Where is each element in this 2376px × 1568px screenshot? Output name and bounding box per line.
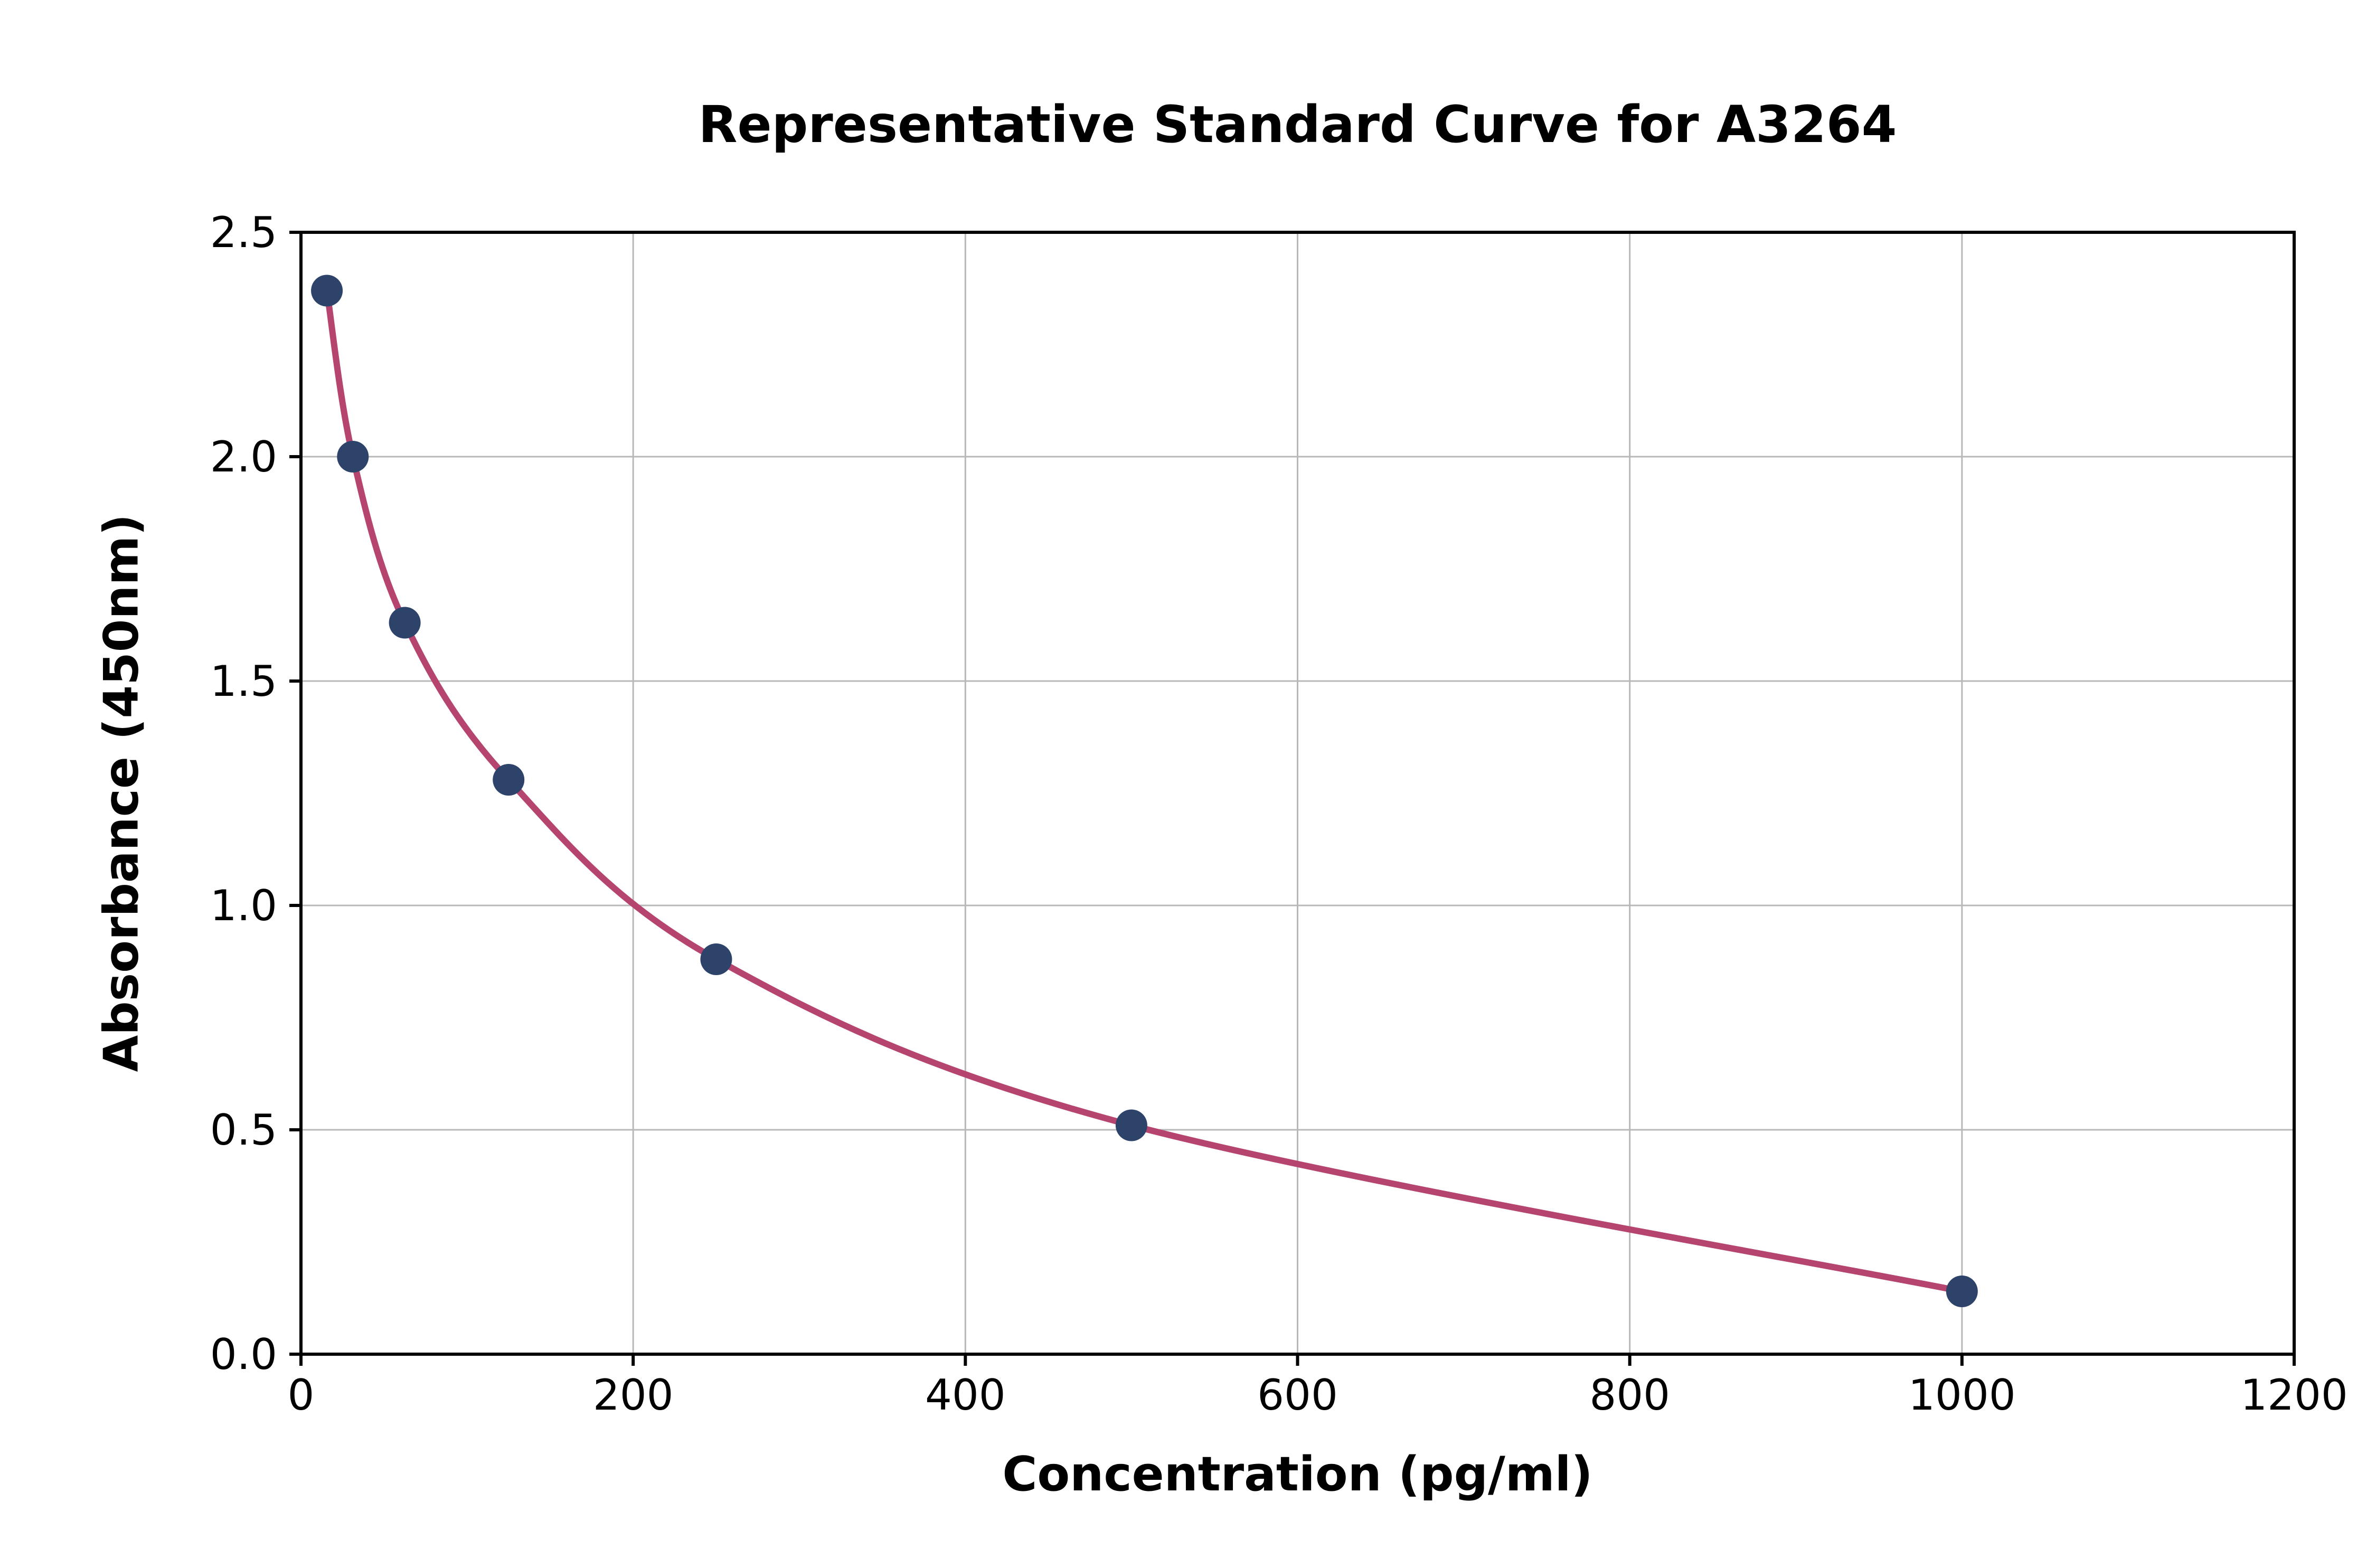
- x-axis-label: Concentration (pg/ml): [1002, 1447, 1593, 1502]
- y-tick-label: 2.0: [210, 432, 277, 481]
- y-tick-label: 2.5: [210, 208, 277, 257]
- data-point-marker: [311, 275, 343, 307]
- x-tick-label: 0: [288, 1371, 315, 1420]
- data-point-marker: [1115, 1109, 1147, 1141]
- data-point-marker: [337, 441, 369, 473]
- data-point-marker: [389, 607, 421, 639]
- x-tick-label: 600: [1257, 1371, 1338, 1420]
- x-tick-label: 1200: [2240, 1371, 2348, 1420]
- y-axis-label: Absorbance (450nm): [93, 514, 149, 1072]
- y-tick-label: 1.0: [210, 881, 277, 930]
- x-tick-label: 1000: [1908, 1371, 2016, 1420]
- y-tick-label: 1.5: [210, 657, 277, 706]
- x-tick-label: 800: [1589, 1371, 1670, 1420]
- data-point-marker: [700, 943, 732, 975]
- data-point-marker: [493, 764, 525, 796]
- y-tick-label: 0.5: [210, 1106, 277, 1155]
- standard-curve-line: [324, 287, 1965, 1295]
- chart-title: Representative Standard Curve for A3264: [698, 95, 1897, 154]
- data-point-marker: [1946, 1276, 1978, 1307]
- y-tick-label: 0.0: [210, 1330, 277, 1379]
- x-tick-label: 200: [593, 1371, 674, 1420]
- x-tick-label: 400: [925, 1371, 1006, 1420]
